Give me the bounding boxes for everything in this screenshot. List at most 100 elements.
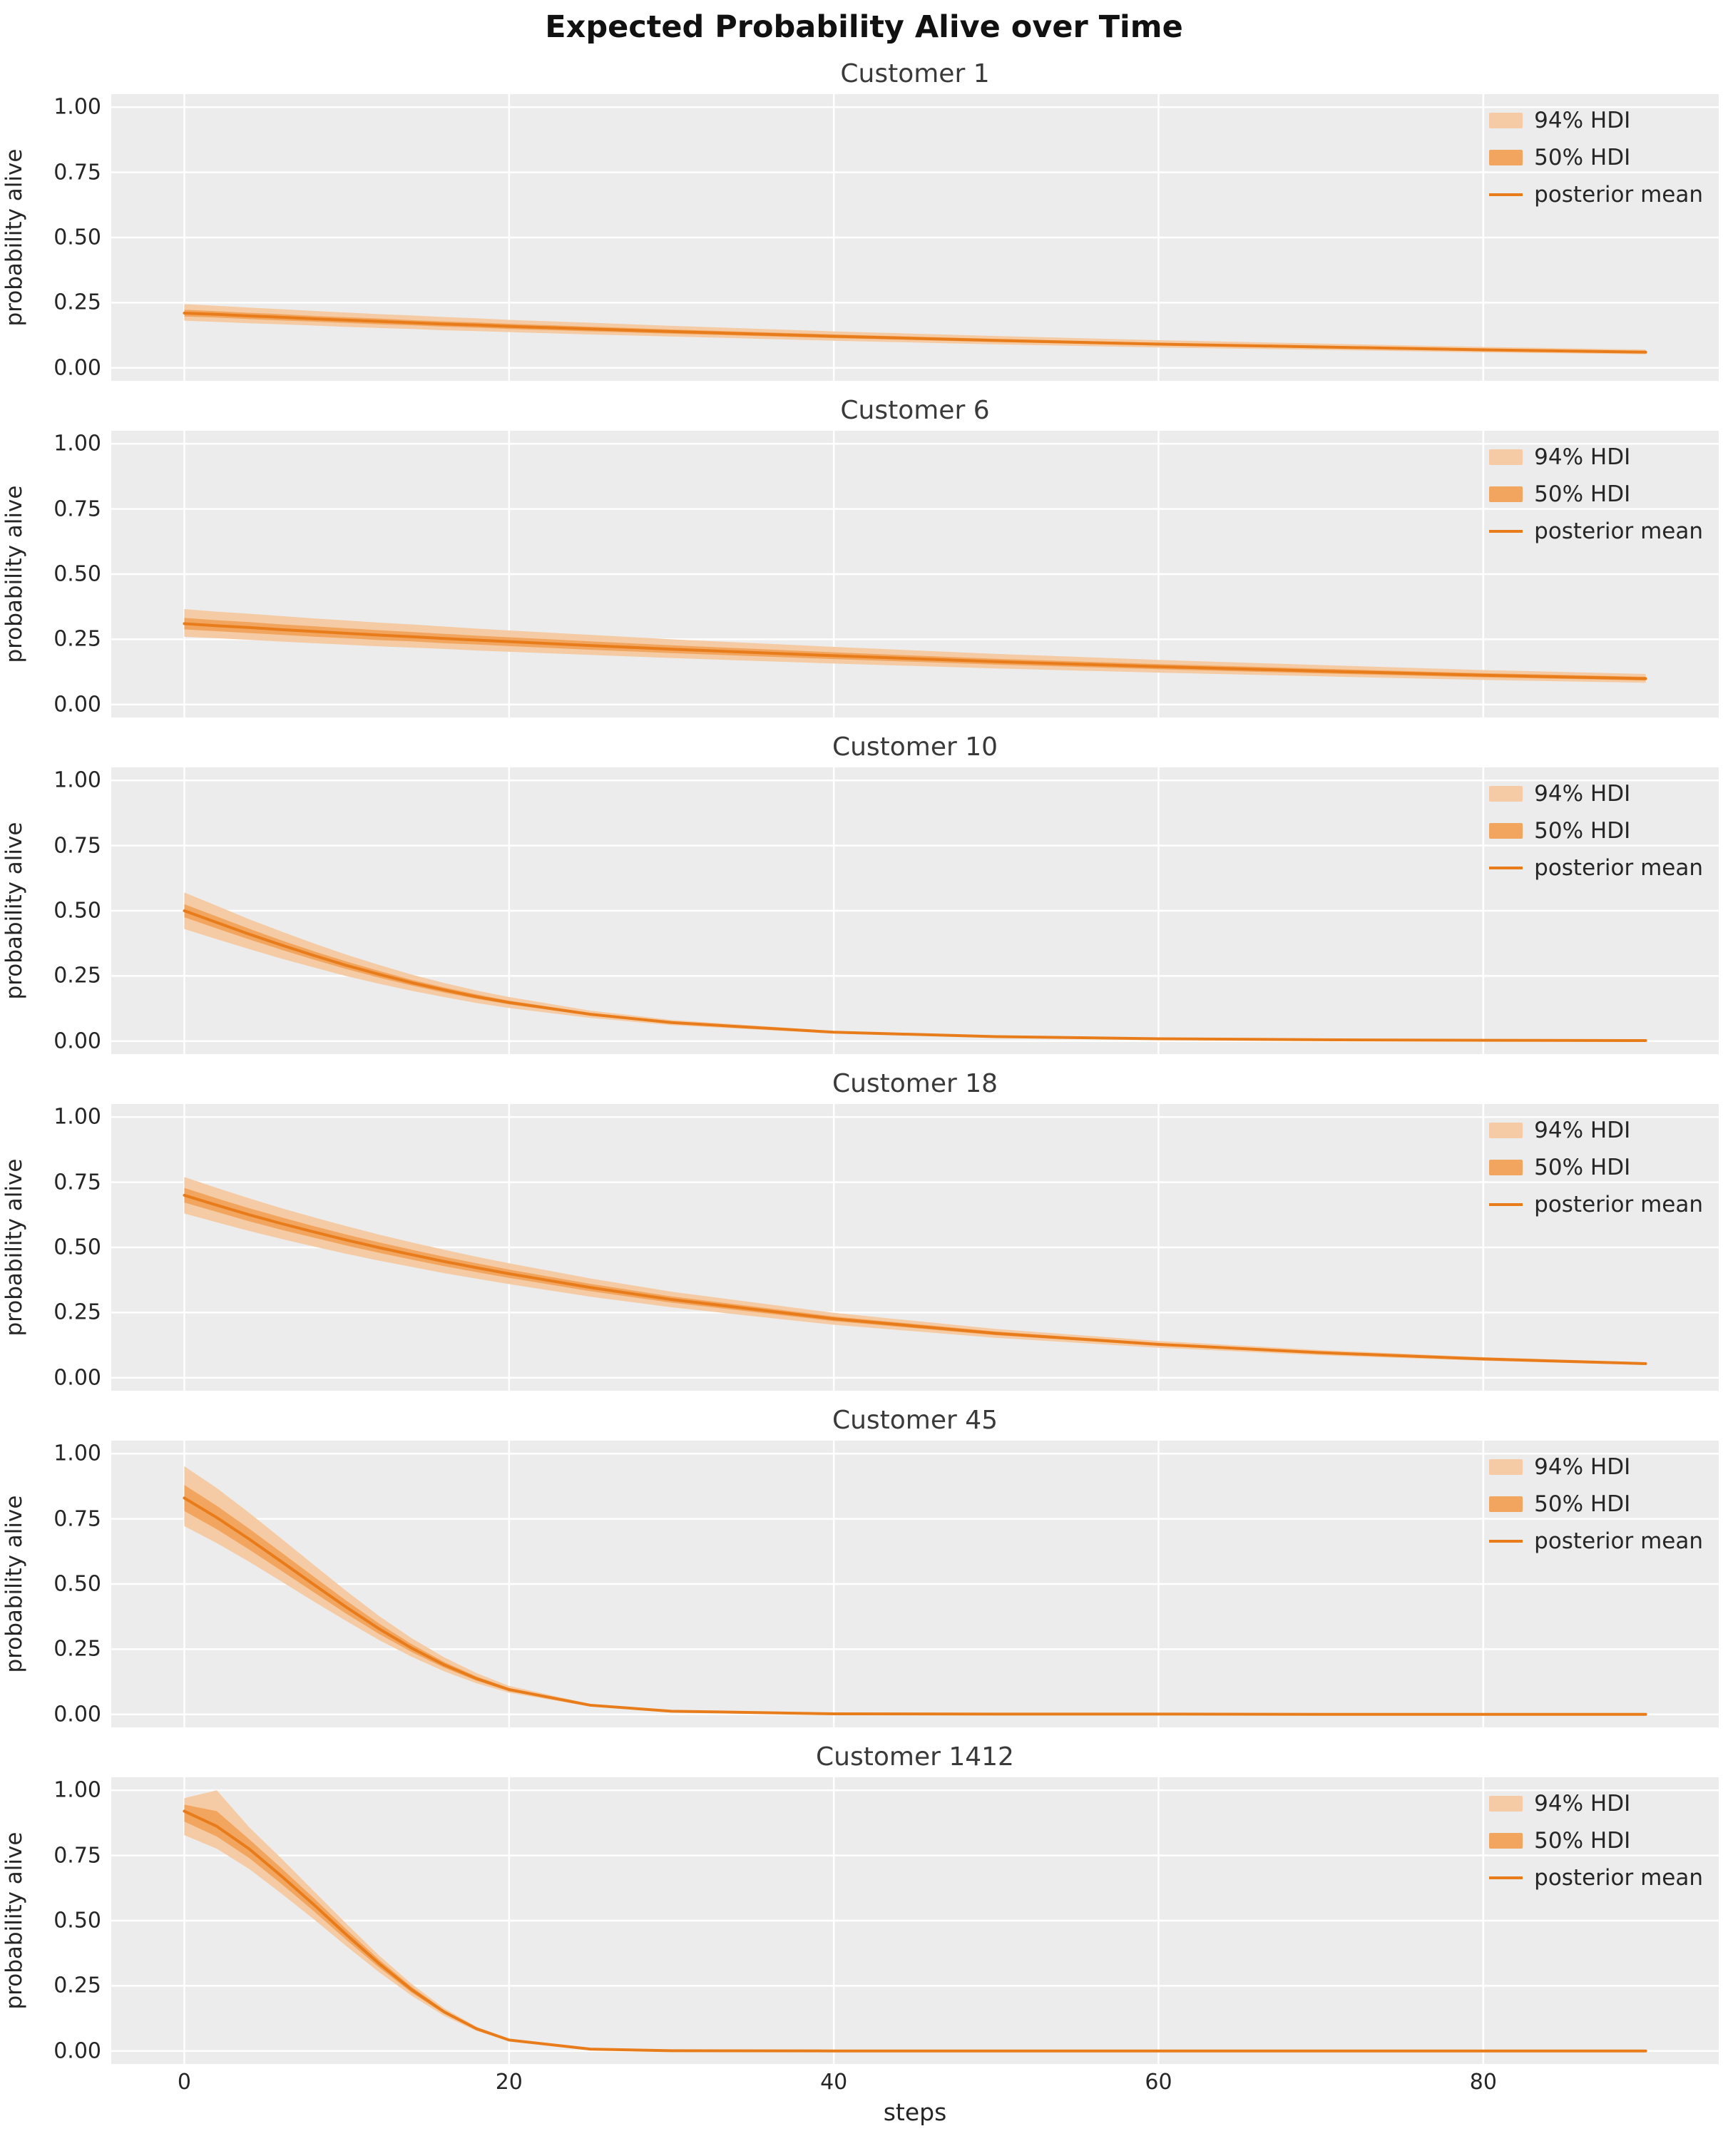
mean-line-icon xyxy=(1489,530,1523,533)
chart-canvas xyxy=(111,431,1719,717)
plot-area: 94% HDI 50% HDI posterior mean xyxy=(111,1104,1719,1391)
legend-label: 94% HDI xyxy=(1534,108,1631,133)
y-tick-label: 0.25 xyxy=(53,626,101,652)
legend-label: posterior mean xyxy=(1534,1865,1703,1891)
legend-item-posterior-mean: posterior mean xyxy=(1489,1190,1703,1220)
legend-item-hdi50: 50% HDI xyxy=(1489,1489,1703,1519)
legend-item-posterior-mean: posterior mean xyxy=(1489,516,1703,546)
hdi50-band xyxy=(184,1187,1646,1364)
x-tick-label: 20 xyxy=(495,2070,523,2095)
y-tick-label: 0.25 xyxy=(53,290,101,315)
posterior-mean-line xyxy=(183,1809,1647,2053)
posterior-mean-line xyxy=(183,622,1647,680)
y-tick-label: 0.25 xyxy=(53,1973,101,1998)
legend-label: posterior mean xyxy=(1534,182,1703,208)
hdi94-band xyxy=(184,1177,1646,1365)
y-tick-label: 1.00 xyxy=(53,1777,101,1803)
legend-item-hdi94: 94% HDI xyxy=(1489,106,1703,136)
legend-item-posterior-mean: posterior mean xyxy=(1489,1863,1703,1893)
plot-area: 94% HDI 50% HDI posterior mean xyxy=(111,767,1719,1054)
legend-item-hdi94: 94% HDI xyxy=(1489,1452,1703,1482)
chart-canvas xyxy=(111,1441,1719,1727)
legend-item-hdi94: 94% HDI xyxy=(1489,779,1703,809)
legend: 94% HDI 50% HDI posterior mean xyxy=(1489,442,1703,546)
legend-item-posterior-mean: posterior mean xyxy=(1489,1526,1703,1556)
x-tick-label: 0 xyxy=(177,2070,191,2095)
chart-canvas xyxy=(111,1777,1719,2064)
chart-canvas xyxy=(111,1104,1719,1391)
figure-title: Expected Probability Alive over Time xyxy=(545,9,1183,45)
legend-label: 94% HDI xyxy=(1534,444,1631,470)
legend: 94% HDI 50% HDI posterior mean xyxy=(1489,779,1703,883)
x-axis-label: steps xyxy=(883,2098,947,2126)
legend-label: 94% HDI xyxy=(1534,1118,1631,1143)
chart-canvas xyxy=(111,94,1719,381)
y-tick-label: 0.75 xyxy=(53,1843,101,1869)
y-tick-label: 0.50 xyxy=(53,1571,101,1597)
subplot-title: Customer 18 xyxy=(832,1069,998,1098)
y-tick-label: 0.50 xyxy=(53,1908,101,1933)
subplot-customer-10: Customer 10 probability alive 0.00 0.25 0.50… xyxy=(0,722,1728,1054)
subplot-customer-45: Customer 45 probability alive 0.00 0.25 0.50… xyxy=(0,1395,1728,1727)
hdi94-swatch-icon xyxy=(1489,1123,1523,1138)
legend-label: 94% HDI xyxy=(1534,1791,1631,1817)
legend-label: 50% HDI xyxy=(1534,481,1631,507)
legend-item-hdi94: 94% HDI xyxy=(1489,1789,1703,1819)
hdi94-band xyxy=(184,608,1646,683)
y-tick-label: 0.00 xyxy=(53,2038,101,2064)
mean-line-icon xyxy=(1489,1203,1523,1206)
y-tick-label: 0.00 xyxy=(53,1702,101,1727)
hdi50-swatch-icon xyxy=(1489,1160,1523,1175)
subplot-customer-18: Customer 18 probability alive 0.00 0.25 0.50… xyxy=(0,1058,1728,1391)
y-axis-label: probability alive xyxy=(1,485,27,663)
legend-item-hdi94: 94% HDI xyxy=(1489,1115,1703,1145)
legend-label: 94% HDI xyxy=(1534,1454,1631,1480)
mean-line-icon xyxy=(1489,867,1523,869)
y-axis-label: probability alive xyxy=(1,1831,27,2010)
legend-item-posterior-mean: posterior mean xyxy=(1489,853,1703,883)
legend-item-hdi50: 50% HDI xyxy=(1489,1826,1703,1856)
charts-container: Customer 1 probability alive 0.00 0.25 0.50 0… xyxy=(0,48,1728,2132)
hdi50-swatch-icon xyxy=(1489,486,1523,502)
plot-area: 94% HDI 50% HDI posterior mean xyxy=(111,1777,1719,2064)
subplot-customer-1: Customer 1 probability alive 0.00 0.25 0.50 0… xyxy=(0,48,1728,381)
chart-canvas xyxy=(111,767,1719,1054)
y-tick-label: 0.25 xyxy=(53,963,101,988)
mean-line-icon xyxy=(1489,193,1523,196)
hdi50-band xyxy=(184,1804,1646,2051)
y-tick-label: 0.50 xyxy=(53,561,101,587)
subplot-customer-1412: Customer 1412 probability alive 0.00 0.25 0.… xyxy=(0,1732,1728,2132)
hdi94-swatch-icon xyxy=(1489,786,1523,802)
legend-label: 50% HDI xyxy=(1534,1491,1631,1517)
subplot-title: Customer 10 xyxy=(832,732,998,762)
hdi50-swatch-icon xyxy=(1489,1496,1523,1512)
subplot-customer-6: Customer 6 probability alive 0.00 0.25 0.50 0… xyxy=(0,385,1728,717)
y-tick-label: 0.75 xyxy=(53,1170,101,1195)
legend-label: posterior mean xyxy=(1534,1192,1703,1217)
x-tick-label: 40 xyxy=(820,2070,848,2095)
legend-label: 50% HDI xyxy=(1534,818,1631,844)
legend-item-hdi50: 50% HDI xyxy=(1489,479,1703,509)
legend-item-hdi94: 94% HDI xyxy=(1489,442,1703,472)
x-tick-label: 80 xyxy=(1469,2070,1497,2095)
y-tick-label: 0.25 xyxy=(53,1636,101,1662)
y-tick-label: 1.00 xyxy=(53,431,101,456)
y-tick-label: 0.50 xyxy=(53,225,101,250)
legend: 94% HDI 50% HDI posterior mean xyxy=(1489,1452,1703,1556)
hdi94-swatch-icon xyxy=(1489,113,1523,128)
hdi50-swatch-icon xyxy=(1489,150,1523,165)
posterior-mean-line xyxy=(183,1496,1647,1716)
legend-item-posterior-mean: posterior mean xyxy=(1489,180,1703,210)
y-axis-label: probability alive xyxy=(1,822,27,1000)
y-tick-label: 0.00 xyxy=(53,692,101,717)
y-tick-label: 0.00 xyxy=(53,1028,101,1054)
y-tick-label: 0.00 xyxy=(53,1365,101,1391)
legend-item-hdi50: 50% HDI xyxy=(1489,1153,1703,1182)
y-tick-label: 1.00 xyxy=(53,94,101,120)
y-axis-label: probability alive xyxy=(1,1495,27,1673)
legend-label: posterior mean xyxy=(1534,1528,1703,1554)
hdi94-band xyxy=(184,1466,1646,1715)
hdi94-band xyxy=(184,892,1646,1041)
y-axis-label: probability alive xyxy=(1,1158,27,1337)
